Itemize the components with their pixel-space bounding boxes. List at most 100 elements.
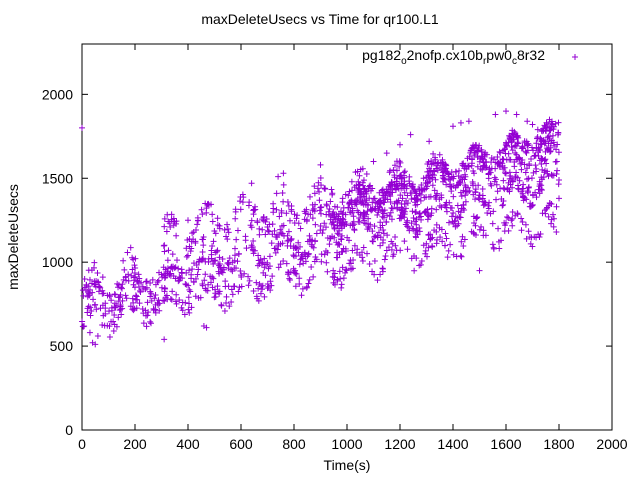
legend-plus-symbol (572, 54, 578, 60)
data-point (130, 274, 137, 281)
data-point (401, 208, 408, 215)
data-point (399, 195, 406, 202)
data-point (546, 127, 553, 134)
data-point (116, 307, 123, 314)
data-point (183, 245, 190, 252)
data-point (375, 209, 382, 216)
data-point (143, 323, 150, 330)
data-point (429, 182, 436, 189)
x-axis-label: Time(s) (323, 457, 371, 473)
data-point (271, 227, 278, 234)
data-point (237, 206, 244, 213)
data-point (455, 208, 462, 215)
data-point (186, 243, 193, 250)
data-point (144, 299, 151, 306)
data-point (346, 201, 353, 208)
data-point (533, 194, 540, 201)
data-point (111, 303, 118, 310)
data-point (124, 249, 131, 256)
data-point (293, 270, 300, 277)
data-point (366, 183, 373, 190)
data-point (426, 175, 433, 182)
data-point (531, 153, 538, 160)
data-point (316, 197, 323, 204)
data-point (493, 196, 500, 203)
data-point (541, 122, 548, 129)
data-point (262, 231, 269, 238)
data-point (79, 318, 86, 325)
data-point (493, 181, 500, 188)
data-point (425, 158, 432, 165)
data-point (388, 205, 395, 212)
data-point (450, 251, 457, 258)
data-point (342, 266, 349, 273)
data-point (229, 268, 236, 275)
data-point (237, 194, 244, 201)
data-point (366, 225, 373, 232)
data-point (215, 288, 222, 295)
data-point (371, 258, 378, 265)
data-point (510, 131, 517, 138)
data-point (410, 214, 417, 221)
data-point (97, 305, 104, 312)
data-point (324, 268, 331, 275)
data-point (106, 323, 113, 330)
data-point (350, 213, 357, 220)
data-point (342, 245, 349, 252)
data-point (458, 205, 465, 212)
data-point (360, 212, 367, 219)
data-point (536, 233, 543, 240)
data-point (458, 253, 465, 260)
data-point (208, 247, 215, 254)
data-point (317, 210, 324, 217)
x-tick-label: 2000 (596, 436, 627, 452)
data-point (122, 277, 129, 284)
data-point (496, 148, 503, 155)
data-point (424, 183, 431, 190)
data-point (543, 145, 550, 152)
data-point (354, 196, 361, 203)
data-point (256, 281, 263, 288)
data-point (345, 204, 352, 211)
data-point (265, 283, 272, 290)
data-point (309, 215, 316, 222)
data-point (509, 209, 516, 216)
x-tick-label: 0 (78, 436, 86, 452)
data-point (531, 233, 538, 240)
data-point (460, 243, 467, 250)
data-point (88, 308, 95, 315)
data-point (323, 211, 330, 218)
data-point (549, 211, 556, 218)
data-point (398, 200, 405, 207)
data-point (238, 283, 245, 290)
data-point (318, 251, 325, 258)
data-point (86, 276, 93, 283)
data-point (377, 224, 384, 231)
legend-part: pw0 (486, 47, 512, 63)
legend-entry: pg182o2nofp.cx10brpw0c8r32 (362, 47, 545, 67)
data-point (167, 270, 174, 277)
data-point (507, 181, 514, 188)
data-point (293, 215, 300, 222)
data-point (512, 174, 519, 181)
data-point (147, 288, 154, 295)
data-point (123, 295, 130, 302)
data-point (225, 229, 232, 236)
data-point (470, 180, 477, 187)
data-point (99, 274, 106, 281)
data-point (102, 310, 109, 317)
data-point (394, 205, 401, 212)
data-point (460, 187, 467, 194)
data-point (504, 185, 511, 192)
legend-part: pg182 (362, 47, 402, 63)
data-point (401, 238, 408, 245)
data-point (262, 218, 269, 225)
data-point (384, 212, 391, 219)
data-point (290, 243, 297, 250)
data-point (409, 208, 416, 215)
data-point (371, 223, 378, 230)
data-point (129, 266, 136, 273)
data-point (427, 236, 434, 243)
data-point (545, 140, 552, 147)
data-point (509, 147, 516, 154)
